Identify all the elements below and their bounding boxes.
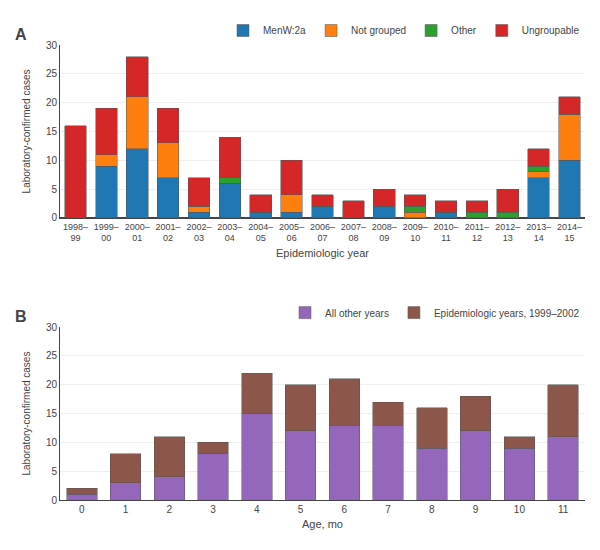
svg-text:MenW:2a: MenW:2a — [263, 25, 306, 36]
svg-text:7: 7 — [385, 504, 391, 515]
svg-text:4: 4 — [254, 504, 260, 515]
svg-text:5: 5 — [51, 466, 57, 477]
svg-text:5: 5 — [298, 504, 304, 515]
svg-text:30: 30 — [46, 40, 58, 51]
svg-text:Laboratory-confirmed cases: Laboratory-confirmed cases — [21, 69, 32, 193]
svg-text:25: 25 — [46, 350, 58, 361]
svg-text:2001–02: 2001–02 — [156, 222, 181, 244]
svg-text:2013–14: 2013–14 — [526, 222, 551, 244]
svg-text:Epidemiologic year: Epidemiologic year — [276, 247, 369, 259]
svg-text:15: 15 — [46, 126, 58, 137]
svg-text:2003–04: 2003–04 — [217, 222, 242, 244]
svg-text:10: 10 — [46, 437, 58, 448]
svg-text:Not grouped: Not grouped — [351, 25, 406, 36]
svg-text:2008–09: 2008–09 — [372, 222, 397, 244]
svg-text:3: 3 — [210, 504, 216, 515]
svg-text:2009–10: 2009–10 — [403, 222, 428, 244]
svg-text:Other: Other — [451, 25, 477, 36]
svg-text:2004–05: 2004–05 — [248, 222, 273, 244]
svg-text:11: 11 — [558, 504, 569, 515]
svg-text:20: 20 — [46, 379, 58, 390]
svg-text:1: 1 — [123, 504, 129, 515]
svg-text:1999–00: 1999–00 — [94, 222, 119, 244]
svg-text:Laboratory-confirmed cases: Laboratory-confirmed cases — [21, 352, 32, 476]
svg-text:0: 0 — [51, 212, 57, 223]
svg-text:30: 30 — [46, 322, 58, 333]
svg-text:6: 6 — [342, 504, 348, 515]
svg-text:A: A — [15, 26, 27, 43]
svg-text:9: 9 — [473, 504, 479, 515]
svg-text:1998–99: 1998–99 — [63, 222, 88, 244]
svg-text:2000–01: 2000–01 — [125, 222, 150, 244]
svg-text:2: 2 — [167, 504, 173, 515]
svg-text:0: 0 — [51, 495, 57, 506]
svg-text:2007–08: 2007–08 — [341, 222, 366, 244]
svg-text:2006–07: 2006–07 — [310, 222, 335, 244]
svg-text:Epidemiologic years, 1999–2002: Epidemiologic years, 1999–2002 — [434, 308, 580, 319]
svg-text:2005–06: 2005–06 — [279, 222, 304, 244]
svg-text:All other years: All other years — [325, 308, 389, 319]
svg-text:2011–12: 2011–12 — [465, 222, 489, 244]
svg-text:25: 25 — [46, 68, 58, 79]
svg-text:2014–15: 2014–15 — [557, 222, 582, 244]
svg-text:0: 0 — [79, 504, 85, 515]
svg-text:2012–13: 2012–13 — [495, 222, 520, 244]
svg-text:B: B — [15, 308, 27, 325]
svg-text:2002–03: 2002–03 — [186, 222, 211, 244]
svg-text:20: 20 — [46, 97, 58, 108]
svg-text:Age, mo: Age, mo — [302, 518, 343, 530]
svg-text:Ungroupable: Ungroupable — [522, 25, 580, 36]
svg-text:10: 10 — [514, 504, 526, 515]
svg-text:8: 8 — [429, 504, 435, 515]
svg-text:2010–11: 2010–11 — [434, 222, 459, 244]
svg-text:10: 10 — [46, 155, 58, 166]
svg-text:15: 15 — [46, 408, 58, 419]
svg-text:5: 5 — [51, 184, 57, 195]
